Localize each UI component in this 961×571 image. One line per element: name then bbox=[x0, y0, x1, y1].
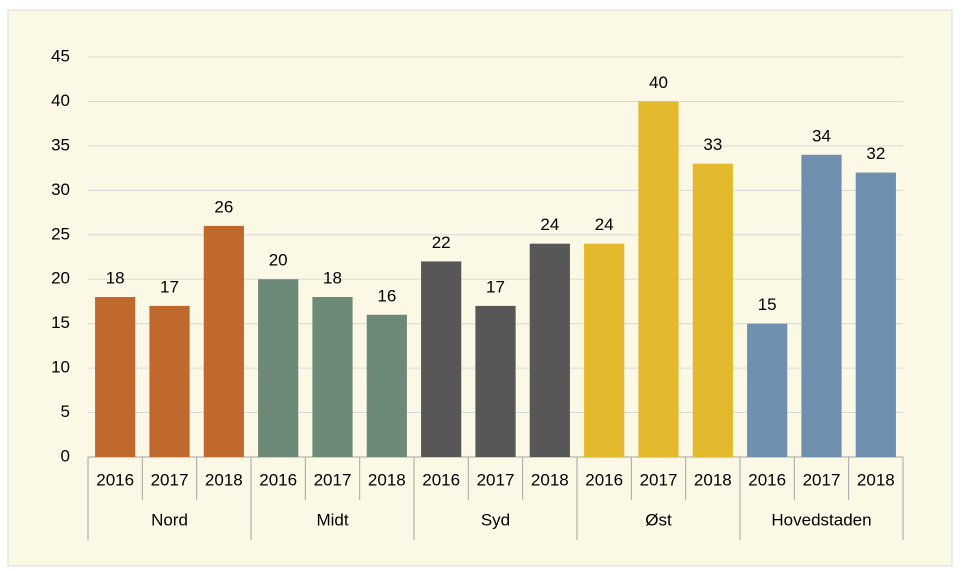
data-label: 18 bbox=[323, 268, 342, 287]
x-tick-label: 2016 bbox=[748, 470, 786, 489]
data-label: 26 bbox=[214, 197, 233, 216]
bar bbox=[149, 305, 190, 457]
y-tick-label: 25 bbox=[51, 224, 70, 243]
x-tick-label: 2017 bbox=[314, 470, 352, 489]
group-label: Midt bbox=[316, 510, 348, 529]
y-tick-label: 15 bbox=[51, 313, 70, 332]
data-label: 40 bbox=[649, 73, 668, 92]
y-tick-label: 40 bbox=[51, 91, 70, 110]
bar bbox=[312, 297, 353, 457]
bar bbox=[584, 243, 625, 457]
data-label: 24 bbox=[595, 215, 614, 234]
data-label: 18 bbox=[106, 268, 125, 287]
bar bbox=[855, 172, 896, 458]
x-tick-label: 2018 bbox=[857, 470, 895, 489]
data-label: 24 bbox=[540, 215, 559, 234]
x-tick-label: 2017 bbox=[151, 470, 189, 489]
x-tick-label: 2016 bbox=[422, 470, 460, 489]
x-tick-label: 2016 bbox=[96, 470, 134, 489]
y-tick-label: 0 bbox=[61, 446, 70, 465]
x-tick-label: 2017 bbox=[477, 470, 515, 489]
x-tick-label: 2018 bbox=[205, 470, 243, 489]
bar bbox=[801, 154, 842, 457]
data-label: 16 bbox=[377, 286, 396, 305]
data-label: 34 bbox=[812, 126, 831, 145]
x-tick-label: 2018 bbox=[368, 470, 406, 489]
bar bbox=[692, 163, 733, 457]
data-label: 17 bbox=[486, 277, 505, 296]
bar bbox=[421, 261, 462, 457]
bar bbox=[475, 305, 516, 457]
bar bbox=[638, 101, 679, 457]
x-tick-label: 2018 bbox=[531, 470, 569, 489]
x-tick-label: 2016 bbox=[259, 470, 297, 489]
data-label: 15 bbox=[758, 295, 777, 314]
group-label: Syd bbox=[481, 510, 510, 529]
data-label: 32 bbox=[866, 144, 885, 163]
x-tick-label: 2017 bbox=[803, 470, 841, 489]
data-label: 22 bbox=[432, 233, 451, 252]
group-label: Nord bbox=[151, 510, 188, 529]
bar bbox=[366, 314, 407, 457]
y-tick-label: 10 bbox=[51, 358, 70, 377]
y-tick-label: 20 bbox=[51, 269, 70, 288]
y-tick-label: 30 bbox=[51, 180, 70, 199]
x-tick-label: 2016 bbox=[585, 470, 623, 489]
group-label: Øst bbox=[645, 510, 672, 529]
data-label: 20 bbox=[269, 251, 288, 270]
data-label: 17 bbox=[160, 277, 179, 296]
x-tick-label: 2017 bbox=[640, 470, 678, 489]
bar bbox=[529, 243, 570, 457]
bar bbox=[747, 323, 788, 457]
y-tick-label: 35 bbox=[51, 135, 70, 154]
bar bbox=[203, 225, 244, 457]
bar bbox=[258, 279, 299, 457]
x-tick-label: 2018 bbox=[694, 470, 732, 489]
y-tick-label: 5 bbox=[61, 402, 70, 421]
bar bbox=[95, 297, 136, 457]
data-label: 33 bbox=[703, 135, 722, 154]
group-label: Hovedstaden bbox=[771, 510, 871, 529]
y-tick-label: 45 bbox=[51, 46, 70, 65]
